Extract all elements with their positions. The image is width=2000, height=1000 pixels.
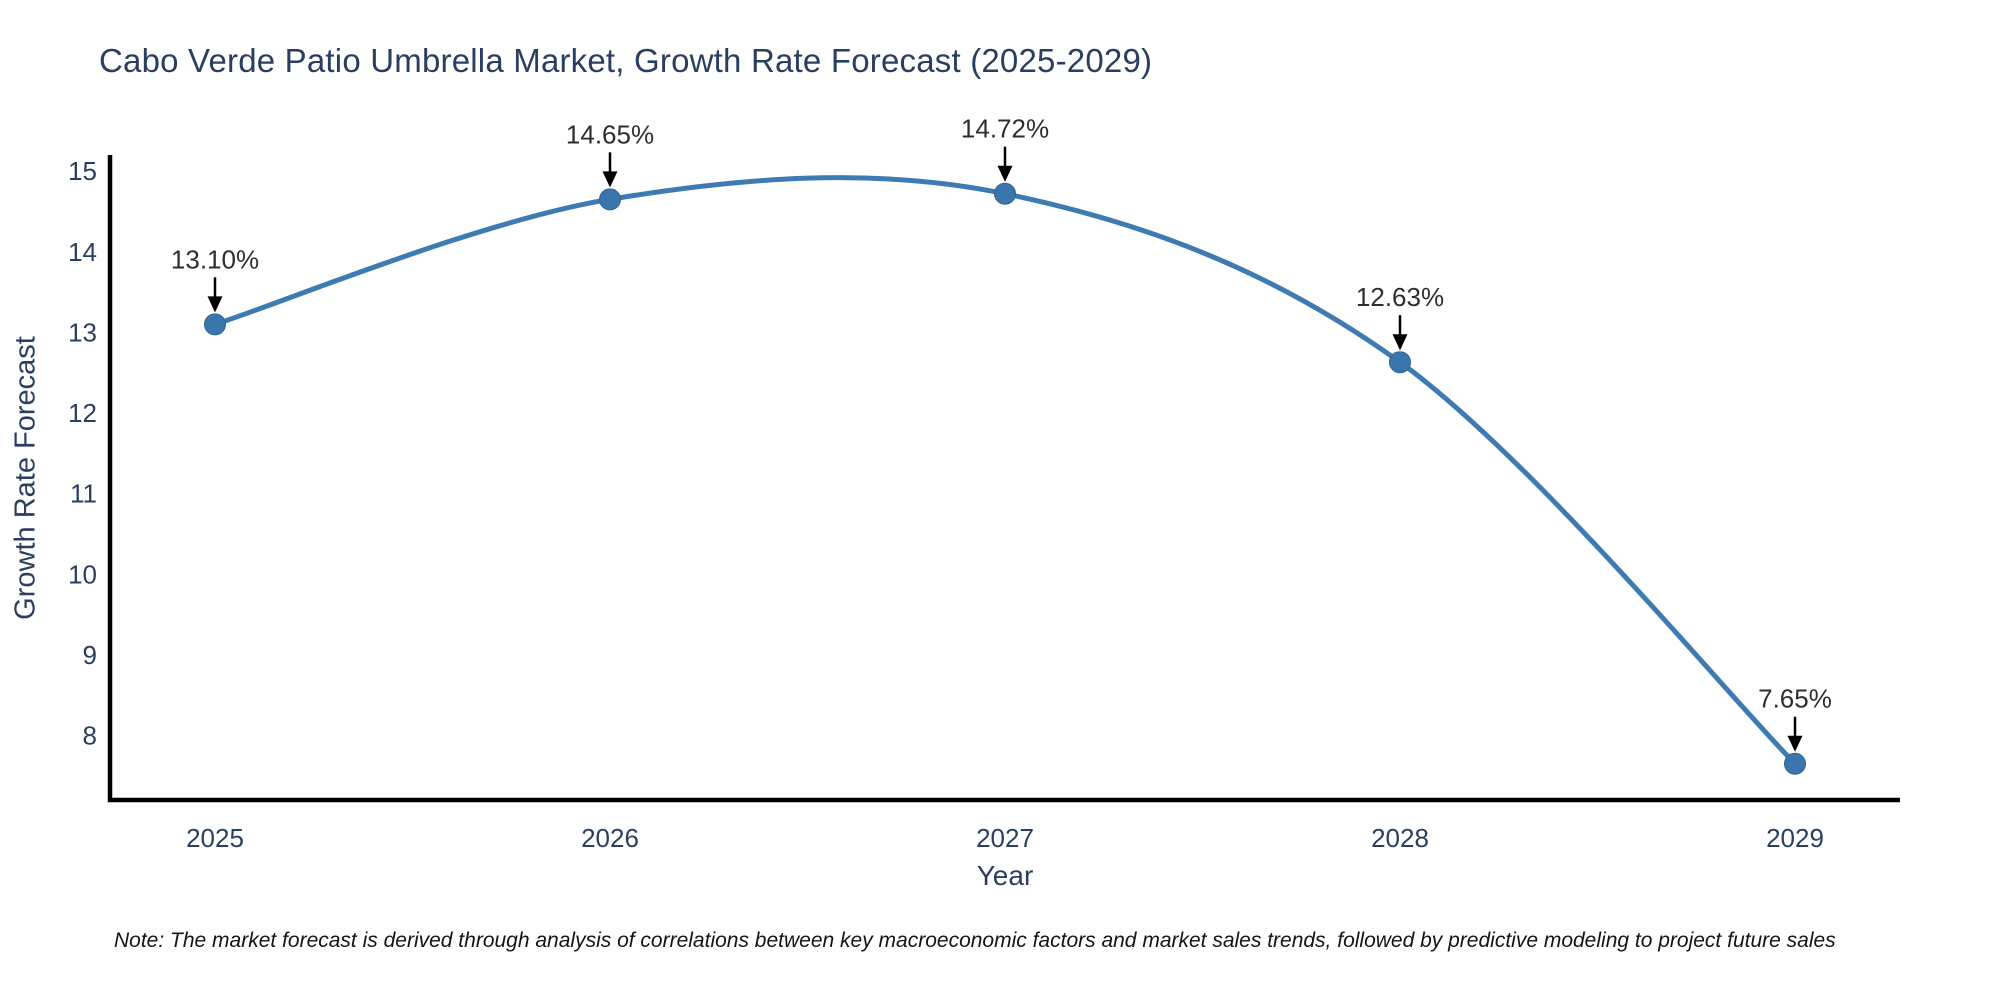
data-point-marker [994,182,1016,205]
y-tick-label: 12 [68,398,97,428]
x-tick-label: 2028 [1371,823,1429,853]
data-point-label: 14.65% [566,119,654,149]
axis-lines [107,155,1900,803]
data-point-label: 13.10% [171,244,259,274]
annotation-arrowhead [207,296,223,313]
annotation-arrowhead [602,171,618,188]
y-tick-label: 8 [83,721,97,751]
data-point-label: 12.63% [1356,282,1444,312]
x-tick-label: 2026 [581,823,639,853]
annotation-arrowhead [997,165,1013,182]
x-tick-label: 2027 [976,823,1034,853]
y-tick-label: 13 [68,317,97,347]
footnote: Note: The market forecast is derived thr… [114,929,1836,952]
y-tick-label: 10 [68,559,97,589]
y-tick-label: 14 [68,237,97,267]
data-point-label: 14.72% [961,114,1049,144]
data-point-marker [1389,351,1411,374]
y-tick-label: 15 [68,156,97,186]
x-axis-title: Year [976,860,1034,891]
x-tick-label: 2029 [1766,823,1824,853]
annotation-arrowhead [1787,735,1803,752]
chart-title: Cabo Verde Patio Umbrella Market, Growth… [99,42,1153,79]
data-point-marker [599,188,621,211]
y-tick-label: 11 [70,479,97,509]
data-point-label: 7.65% [1758,684,1832,714]
trend-line [212,175,1798,767]
y-tick-label: 9 [83,640,97,670]
data-point-marker [1784,752,1806,775]
x-tick-label: 2025 [186,823,244,853]
annotation-arrowhead [1392,334,1408,351]
data-point-marker [204,313,226,336]
